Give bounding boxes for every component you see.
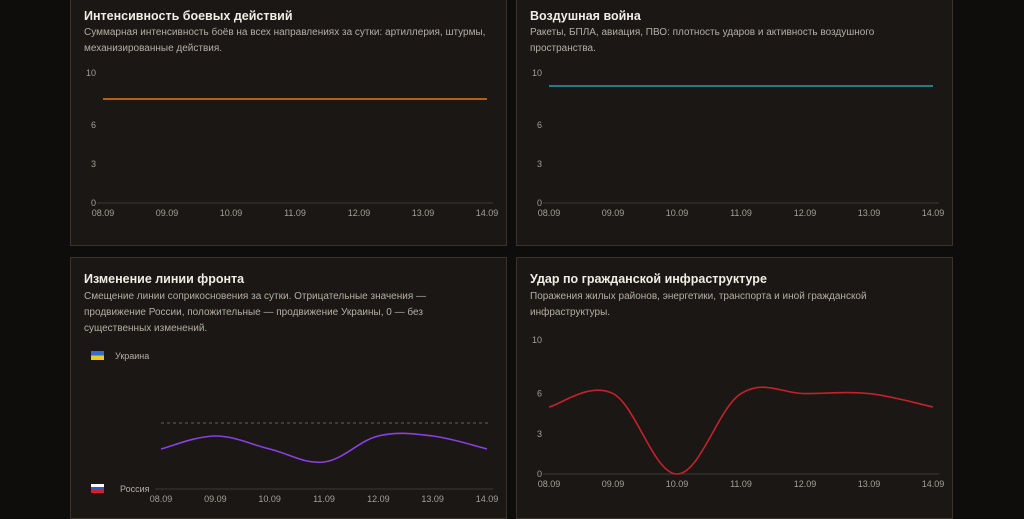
x-tick-label: 13.09 <box>858 479 881 489</box>
x-tick-label: 11.09 <box>284 208 306 218</box>
x-tick-label: 09.09 <box>602 208 625 218</box>
combat-intensity-chart: 0 3 6 10 08.09 09.09 10.09 11.09 12.09 13.09 14.09 <box>86 68 499 218</box>
panel-air-war: Воздушная война Ракеты, БПЛА, авиация, П… <box>516 0 953 246</box>
panel-description: Ракеты, БПЛА, авиация, ПВО: плотность уд… <box>530 27 875 54</box>
legend-label: Украина <box>115 351 149 361</box>
panel-civil-infrastructure: Удар по гражданской инфраструктуре Пораж… <box>516 257 953 519</box>
x-tick-label: 10.09 <box>666 479 689 489</box>
x-tick-label: 08.09 <box>538 208 561 218</box>
x-tick-label: 10.09 <box>220 208 243 218</box>
y-tick-label: 3 <box>91 159 96 169</box>
x-tick-label: 08.09 <box>150 494 173 504</box>
series-line <box>548 386 934 475</box>
y-tick-label: 0 <box>537 469 542 479</box>
frontline-change-chart: 08.09 09.09 10.09 11.09 12.09 13.09 14.09 Украи… <box>91 351 499 504</box>
x-tick-label: 09.09 <box>204 494 227 504</box>
y-tick-label: 6 <box>537 389 542 399</box>
x-tick-label: 14.09 <box>476 494 499 504</box>
civil-infrastructure-chart: 0 3 6 10 08.09 09.09 10.09 11.09 12.09 13.09 14.09 <box>532 335 945 489</box>
x-tick-label: 12.09 <box>794 208 817 218</box>
x-tick-label: 13.09 <box>858 208 881 218</box>
ukraine-flag-icon <box>91 351 104 360</box>
x-tick-label: 11.09 <box>730 479 752 489</box>
y-tick-label: 10 <box>86 68 96 78</box>
x-tick-label: 13.09 <box>412 208 435 218</box>
x-tick-label: 08.09 <box>538 479 561 489</box>
x-tick-label: 14.09 <box>922 208 945 218</box>
panel-description: Поражения жилых районов, энергетики, тра… <box>530 291 867 318</box>
x-tick-label: 12.09 <box>794 479 817 489</box>
x-tick-label: 11.09 <box>313 494 335 504</box>
x-tick-label: 09.09 <box>602 479 625 489</box>
y-tick-label: 3 <box>537 159 542 169</box>
x-tick-label: 11.09 <box>730 208 752 218</box>
series-line <box>160 432 488 464</box>
y-tick-label: 10 <box>532 335 542 345</box>
x-tick-label: 10.09 <box>666 208 689 218</box>
y-tick-label: 6 <box>91 120 96 130</box>
panel-description: Смещение линии соприкосновения за сутки.… <box>84 291 427 334</box>
x-tick-label: 08.09 <box>92 208 115 218</box>
y-tick-label: 10 <box>532 68 542 78</box>
legend-label: Россия <box>120 484 150 494</box>
x-tick-label: 09.09 <box>156 208 179 218</box>
panel-title: Удар по гражданской инфраструктуре <box>530 272 767 286</box>
russia-flag-icon <box>91 484 104 493</box>
air-war-chart: 0 3 6 10 08.09 09.09 10.09 11.09 12.09 13.09 14.09 <box>532 68 945 218</box>
x-tick-label: 12.09 <box>348 208 371 218</box>
x-tick-label: 13.09 <box>421 494 444 504</box>
y-tick-label: 3 <box>537 429 542 439</box>
y-tick-label: 6 <box>537 120 542 130</box>
panel-title: Воздушная война <box>530 9 641 23</box>
panel-title: Изменение линии фронта <box>84 272 245 286</box>
y-tick-label: 0 <box>91 198 96 208</box>
x-tick-label: 14.09 <box>922 479 945 489</box>
x-tick-label: 12.09 <box>367 494 390 504</box>
x-tick-label: 10.09 <box>258 494 281 504</box>
panel-combat-intensity: Интенсивность боевых действий Суммарная … <box>70 0 507 246</box>
panel-title: Интенсивность боевых действий <box>84 9 293 23</box>
panel-frontline-change: Изменение линии фронта Смещение линии со… <box>70 257 507 519</box>
y-tick-label: 0 <box>537 198 542 208</box>
x-tick-label: 14.09 <box>476 208 499 218</box>
panel-description: Суммарная интенсивность боёв на всех нап… <box>84 27 486 54</box>
